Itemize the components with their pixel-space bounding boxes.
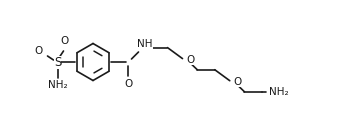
Text: S: S — [54, 55, 61, 69]
Text: NH₂: NH₂ — [269, 87, 289, 97]
Text: NH: NH — [137, 39, 153, 49]
Text: O: O — [124, 79, 132, 89]
Text: O: O — [186, 55, 194, 65]
Text: O: O — [233, 77, 241, 87]
Text: NH₂: NH₂ — [48, 80, 67, 90]
Text: O: O — [60, 37, 69, 46]
Text: O: O — [35, 46, 43, 56]
